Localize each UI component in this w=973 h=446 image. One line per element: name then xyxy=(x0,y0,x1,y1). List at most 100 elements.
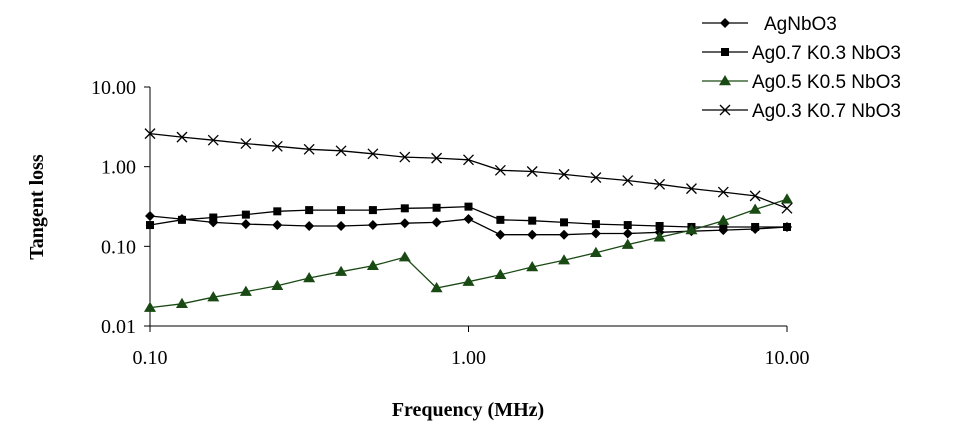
x-marker-stroke xyxy=(335,145,347,157)
series-3 xyxy=(144,193,793,312)
legend-marker xyxy=(719,75,731,86)
legend-marker xyxy=(720,18,730,28)
data-point xyxy=(781,202,793,214)
data-point xyxy=(463,214,474,225)
x-marker-stroke xyxy=(271,140,283,152)
data-point xyxy=(749,203,762,214)
series-4 xyxy=(144,128,793,214)
data-point xyxy=(240,219,251,230)
data-point xyxy=(207,134,219,146)
data-point xyxy=(367,148,379,160)
x-tick-label: 1.00 xyxy=(451,347,486,369)
data-point xyxy=(177,215,186,224)
data-point xyxy=(685,183,697,195)
data-point xyxy=(622,228,633,239)
y-tick-label: 1.00 xyxy=(101,157,136,179)
x-marker-stroke xyxy=(590,172,602,184)
data-point xyxy=(655,221,664,230)
data-point xyxy=(400,204,409,213)
data-point xyxy=(366,259,379,270)
data-point xyxy=(272,220,283,231)
data-point xyxy=(623,221,632,230)
legend-entry: Ag0.7 K0.3 NbO3 xyxy=(702,43,901,64)
data-point xyxy=(209,213,218,222)
data-point xyxy=(781,193,793,204)
data-point xyxy=(560,218,569,227)
x-marker-stroke xyxy=(240,138,252,150)
legend-marker xyxy=(719,104,731,116)
series-2 xyxy=(146,202,791,231)
data-point xyxy=(464,202,473,211)
data-point xyxy=(176,131,188,143)
data-point xyxy=(271,279,284,290)
data-point xyxy=(591,220,600,229)
data-point xyxy=(463,154,474,166)
legend: AgNbO3 Ag0.7 K0.3 NbO3 Ag0.5 K0.5 NbO3 Ag0.… xyxy=(702,14,901,122)
data-point xyxy=(590,172,602,184)
data-point xyxy=(241,210,250,219)
data-point xyxy=(559,229,570,240)
data-point xyxy=(494,164,506,176)
x-marker-stroke xyxy=(719,104,731,116)
legend-marker xyxy=(721,48,729,56)
data-point xyxy=(335,265,348,276)
data-point xyxy=(717,186,729,198)
x-marker-stroke xyxy=(176,131,188,143)
data-point xyxy=(399,151,411,163)
data-point xyxy=(271,140,283,152)
x-marker-stroke xyxy=(494,164,506,176)
data-point xyxy=(432,203,441,212)
data-point xyxy=(337,206,346,215)
x-marker-stroke xyxy=(399,151,411,163)
x-tick-label: 0.10 xyxy=(133,347,168,369)
data-point xyxy=(144,128,156,140)
x-marker-stroke xyxy=(558,168,570,180)
data-point xyxy=(431,152,443,164)
data-point xyxy=(558,254,571,265)
data-point xyxy=(146,221,154,230)
data-point xyxy=(462,275,475,286)
x-marker-stroke xyxy=(463,154,474,166)
axes: 0.01 0.10 1.00 10.00 0.10 1.00 10.00 xyxy=(91,77,810,369)
legend-label: AgNbO3 xyxy=(764,14,837,35)
data-point xyxy=(240,138,252,150)
data-point xyxy=(494,268,507,279)
x-tick-label: 10.00 xyxy=(765,347,810,369)
data-point xyxy=(528,216,537,225)
data-point xyxy=(431,217,442,228)
x-marker-stroke xyxy=(367,148,379,160)
y-axis-title: Tangent loss xyxy=(26,154,48,260)
x-marker-stroke xyxy=(717,186,729,198)
x-marker-stroke xyxy=(749,190,761,202)
x-marker-stroke xyxy=(526,166,538,177)
data-point xyxy=(304,220,315,231)
x-marker-stroke xyxy=(654,178,666,190)
y-tick-label: 0.10 xyxy=(101,236,136,258)
legend-entry: Ag0.5 K0.5 NbO3 xyxy=(702,72,901,93)
data-point xyxy=(590,228,601,239)
data-point xyxy=(654,178,666,190)
data-point xyxy=(145,211,155,222)
data-point xyxy=(335,145,347,157)
data-point xyxy=(653,231,666,242)
x-marker-stroke xyxy=(144,128,156,140)
data-point xyxy=(368,206,377,215)
data-point xyxy=(622,175,634,186)
data-point xyxy=(621,238,634,249)
x-marker-stroke xyxy=(685,183,697,195)
data-point xyxy=(527,229,538,240)
legend-entry: Ag0.3 K0.7 NbO3 xyxy=(702,101,901,122)
data-point xyxy=(399,218,410,229)
legend-label: Ag0.3 K0.7 NbO3 xyxy=(752,101,901,122)
data-point xyxy=(303,143,315,155)
data-point xyxy=(751,222,760,231)
data-point xyxy=(783,222,791,231)
data-point xyxy=(717,214,730,225)
data-point xyxy=(589,246,602,257)
data-point xyxy=(303,272,316,283)
data-point xyxy=(558,168,570,180)
data-point xyxy=(175,297,188,308)
x-marker-stroke xyxy=(431,152,443,164)
data-point xyxy=(239,285,252,296)
